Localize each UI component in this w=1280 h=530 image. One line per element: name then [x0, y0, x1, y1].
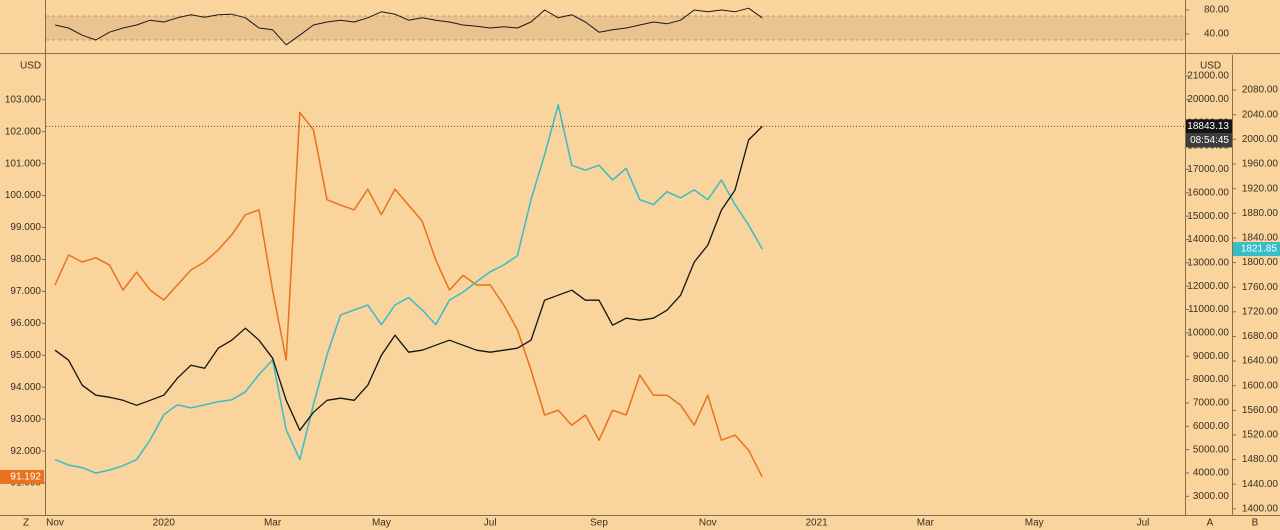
line: [54, 125, 763, 431]
y2-tick-label: 12000.00: [1187, 281, 1229, 292]
y3-tick-label: 1720.00: [1242, 306, 1279, 317]
price-tag: [1233, 242, 1280, 257]
y3-tick-label: 1840.00: [1242, 233, 1279, 244]
x-tick-label: May: [1025, 518, 1044, 529]
y2-tick-label: 10000.00: [1187, 328, 1229, 339]
button[interactable]: Z: [23, 518, 29, 529]
y-tick-label: 92.000: [10, 446, 41, 457]
unit-label: USD: [20, 61, 41, 72]
y3-tick-label: 1440.00: [1242, 479, 1279, 490]
x-tick-label: Mar: [264, 518, 282, 529]
line: [54, 7, 763, 46]
countdown-tag: [1186, 133, 1232, 148]
y3-tick-label: 1760.00: [1242, 282, 1279, 293]
price-tag: [1186, 119, 1232, 134]
price-tag-label: 91.192: [10, 472, 41, 483]
y2-tick-label: 14000.00: [1187, 234, 1229, 245]
x-tick-label: May: [372, 518, 391, 529]
x-tick-label: Jul: [484, 518, 497, 529]
y2-tick-label: 5000.00: [1193, 444, 1230, 455]
x-tick-label: Jul: [1137, 518, 1150, 529]
rsi-tick-label: 80.00: [1204, 5, 1229, 16]
y2-tick-label: 4000.00: [1193, 468, 1230, 479]
y2-tick-label: 13000.00: [1187, 257, 1229, 268]
y3-tick-label: 1400.00: [1242, 503, 1279, 514]
line: [54, 104, 763, 474]
price-tag-label: 18843.13: [1187, 121, 1229, 132]
y2-tick-label: 16000.00: [1187, 187, 1229, 198]
countdown-label: 08:54:45: [1190, 135, 1229, 146]
x-tick-label: Nov: [699, 518, 717, 529]
y2-tick-label: 9000.00: [1193, 351, 1230, 362]
price-tag-label: 1821.85: [1241, 244, 1278, 255]
y3-tick-label: 1920.00: [1242, 183, 1279, 194]
x-tick-label: 2021: [805, 518, 828, 529]
y2-tick-label: 20000.00: [1187, 94, 1229, 105]
y-tick-label: 93.000: [10, 414, 41, 425]
y2-tick-label: 7000.00: [1193, 398, 1230, 409]
price-tag: [0, 469, 44, 484]
y3-tick-label: 2000.00: [1242, 134, 1279, 145]
button[interactable]: A: [1207, 518, 1214, 529]
rsi-band: [46, 16, 1185, 41]
x-tick-label: Nov: [46, 518, 64, 529]
y2-tick-label: 11000.00: [1188, 304, 1229, 315]
y-tick-label: 100.000: [5, 190, 42, 201]
y3-tick-label: 1480.00: [1242, 454, 1279, 465]
y2-tick-label: 15000.00: [1187, 211, 1229, 222]
y2-tick-label: 3000.00: [1193, 491, 1230, 502]
y-tick-label: 97.000: [10, 286, 41, 297]
y3-tick-label: 1640.00: [1242, 356, 1279, 367]
y-tick-label: 96.000: [10, 318, 41, 329]
y3-tick-label: 1680.00: [1242, 331, 1279, 342]
y-tick-label: 103.000: [5, 94, 42, 105]
y2-tick-label: 17000.00: [1187, 164, 1229, 175]
y2-tick-label: 21000.00: [1187, 71, 1229, 82]
y-tick-label: 95.000: [10, 350, 41, 361]
y3-tick-label: 2040.00: [1242, 109, 1279, 120]
y3-tick-label: 1560.00: [1242, 405, 1279, 416]
y3-tick-label: 2080.00: [1242, 85, 1279, 96]
line: [54, 111, 763, 478]
rsi-tick-label: 40.00: [1204, 29, 1229, 40]
x-tick-label: 2020: [153, 518, 176, 529]
y-tick-label: 99.000: [10, 222, 41, 233]
y-tick-label: 101.000: [5, 158, 42, 169]
y3-tick-label: 1880.00: [1242, 208, 1279, 219]
y3-tick-label: 1800.00: [1242, 257, 1279, 268]
x-tick-label: Mar: [917, 518, 935, 529]
button[interactable]: B: [1252, 518, 1259, 529]
y3-tick-label: 1600.00: [1242, 380, 1279, 391]
y3-tick-label: 1960.00: [1242, 159, 1279, 170]
y-tick-label: 102.000: [5, 126, 42, 137]
y3-tick-label: 1520.00: [1242, 430, 1279, 441]
unit-label: USD: [1200, 61, 1221, 72]
y2-tick-label: 6000.00: [1193, 421, 1230, 432]
y-tick-label: 94.000: [10, 382, 41, 393]
y-tick-label: 98.000: [10, 254, 41, 265]
x-tick-label: Sep: [590, 518, 608, 529]
y2-tick-label: 8000.00: [1193, 374, 1230, 385]
